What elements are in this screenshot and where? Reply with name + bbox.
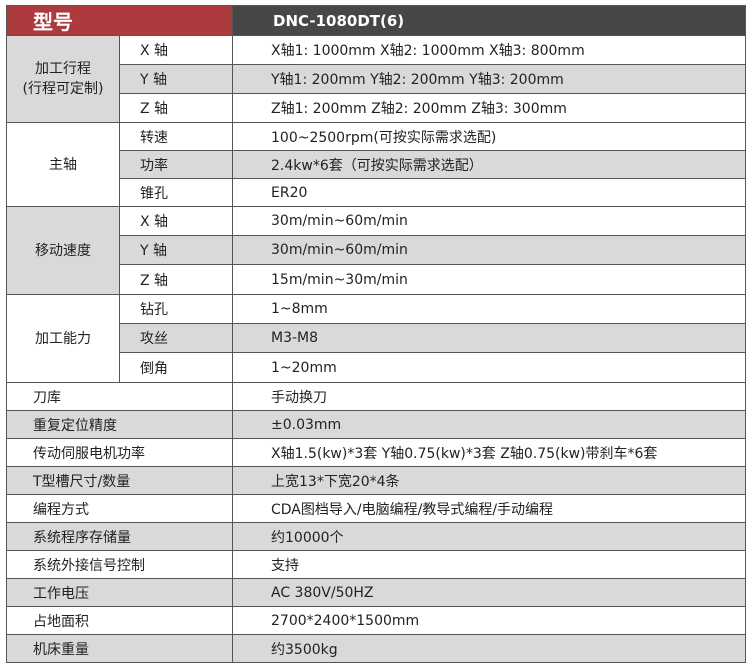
spec-label: 重复定位精度 xyxy=(6,410,233,439)
spec-row: 机床重量 约3500kg xyxy=(6,634,746,663)
group-label-line: 加工能力 xyxy=(35,330,91,347)
spec-value: 上宽13*下宽20*4条 xyxy=(232,466,746,495)
spec-row: Y 轴 30m/min~60m/min xyxy=(7,235,746,265)
spec-row: 加工行程 (行程可定制) X 轴 X轴1: 1000mm X轴2: 1000mm X轴… xyxy=(6,35,746,123)
spec-table: 型号 DNC-1080DT(6) 加工行程 (行程可定制) X 轴 X轴1: 1000… xyxy=(6,5,746,663)
spec-label: 系统外接信号控制 xyxy=(6,550,233,579)
spec-label: 工作电压 xyxy=(6,578,233,607)
spec-value: 约10000个 xyxy=(232,522,746,551)
group-label-line: 加工行程 xyxy=(35,61,91,77)
spec-value: M3-M8 xyxy=(232,323,746,353)
sub-label: Z 轴 xyxy=(119,93,233,123)
group-label: 加工行程 (行程可定制) xyxy=(6,35,120,123)
sub-label: Z 轴 xyxy=(119,264,233,295)
spec-row: 功率 2.4kw*6套（可按实际需求选配） xyxy=(7,150,746,179)
sub-label: X 轴 xyxy=(119,206,233,236)
spec-value: CDA图档导入/电脑编程/教导式编程/手动编程 xyxy=(232,494,746,523)
spec-row: 加工能力 钻孔 1~8mm xyxy=(6,294,746,383)
spec-label: 传动伺服电机功率 xyxy=(6,438,233,467)
group-label: 移动速度 xyxy=(6,206,120,295)
spec-row: Z 轴 15m/min~30m/min xyxy=(7,264,746,295)
sub-label: X 轴 xyxy=(119,35,233,65)
spec-value: 30m/min~60m/min xyxy=(232,206,746,236)
spec-value: AC 380V/50HZ xyxy=(232,578,746,607)
model-label: 型号 xyxy=(6,5,233,36)
spec-row: Y 轴 Y轴1: 200mm Y轴2: 200mm Y轴3: 200mm xyxy=(7,64,746,94)
spec-value: X轴1.5(kw)*3套 Y轴0.75(kw)*3套 Z轴0.75(kw)带刹车… xyxy=(232,438,746,467)
spec-row: 占地面积 2700*2400*1500mm xyxy=(6,606,746,635)
spec-row: T型槽尺寸/数量 上宽13*下宽20*4条 xyxy=(6,466,746,495)
sub-label: 倒角 xyxy=(119,352,233,383)
spec-value: Y轴1: 200mm Y轴2: 200mm Y轴3: 200mm xyxy=(232,64,746,94)
group-label-line: 移动速度 xyxy=(35,242,91,259)
spec-row: 移动速度 X 轴 30m/min~60m/min xyxy=(6,206,746,295)
spec-value: ±0.03mm xyxy=(232,410,746,439)
spec-row: 主轴 转速 100~2500rpm(可按实际需求选配) xyxy=(6,122,746,207)
spec-label: 占地面积 xyxy=(6,606,233,635)
spec-row: Z 轴 Z轴1: 200mm Z轴2: 200mm Z轴3: 300mm xyxy=(7,93,746,123)
spec-row: 系统外接信号控制 支持 xyxy=(6,550,746,579)
spec-value: 2.4kw*6套（可按实际需求选配） xyxy=(232,150,746,179)
spec-row: 工作电压 AC 380V/50HZ xyxy=(6,578,746,607)
spec-label: 刀库 xyxy=(6,382,233,411)
group-label: 主轴 xyxy=(6,122,120,207)
spec-value: 1~8mm xyxy=(232,294,746,324)
spec-value: 2700*2400*1500mm xyxy=(232,606,746,635)
header-row: 型号 DNC-1080DT(6) xyxy=(6,5,746,36)
spec-row: 刀库 手动换刀 xyxy=(6,382,746,411)
spec-value: 100~2500rpm(可按实际需求选配) xyxy=(232,122,746,151)
spec-value: X轴1: 1000mm X轴2: 1000mm X轴3: 800mm xyxy=(232,35,746,65)
model-value: DNC-1080DT(6) xyxy=(232,5,746,36)
spec-value: 1~20mm xyxy=(232,352,746,383)
group-label-line: 主轴 xyxy=(49,156,77,173)
spec-row: 系统程序存储量 约10000个 xyxy=(6,522,746,551)
spec-value: 15m/min~30m/min xyxy=(232,264,746,295)
spec-value: ER20 xyxy=(232,178,746,207)
spec-value: 约3500kg xyxy=(232,634,746,663)
sub-label: 锥孔 xyxy=(119,178,233,207)
sub-label: 钻孔 xyxy=(119,294,233,324)
spec-label: 编程方式 xyxy=(6,494,233,523)
spec-label: T型槽尺寸/数量 xyxy=(6,466,233,495)
sub-label: 功率 xyxy=(119,150,233,179)
sub-label: Y 轴 xyxy=(119,235,233,265)
spec-value: Z轴1: 200mm Z轴2: 200mm Z轴3: 300mm xyxy=(232,93,746,123)
sub-label: Y 轴 xyxy=(119,64,233,94)
spec-label: 系统程序存储量 xyxy=(6,522,233,551)
spec-value: 支持 xyxy=(232,550,746,579)
spec-value: 30m/min~60m/min xyxy=(232,235,746,265)
spec-row: 倒角 1~20mm xyxy=(7,352,746,383)
group-label: 加工能力 xyxy=(6,294,120,383)
spec-row: 传动伺服电机功率 X轴1.5(kw)*3套 Y轴0.75(kw)*3套 Z轴0.7… xyxy=(6,438,746,467)
group-label-line: (行程可定制) xyxy=(22,81,104,97)
spec-row: 编程方式 CDA图档导入/电脑编程/教导式编程/手动编程 xyxy=(6,494,746,523)
spec-label: 机床重量 xyxy=(6,634,233,663)
spec-row: 锥孔 ER20 xyxy=(7,178,746,207)
sub-label: 转速 xyxy=(119,122,233,151)
spec-row: 重复定位精度 ±0.03mm xyxy=(6,410,746,439)
spec-value: 手动换刀 xyxy=(232,382,746,411)
sub-label: 攻丝 xyxy=(119,323,233,353)
